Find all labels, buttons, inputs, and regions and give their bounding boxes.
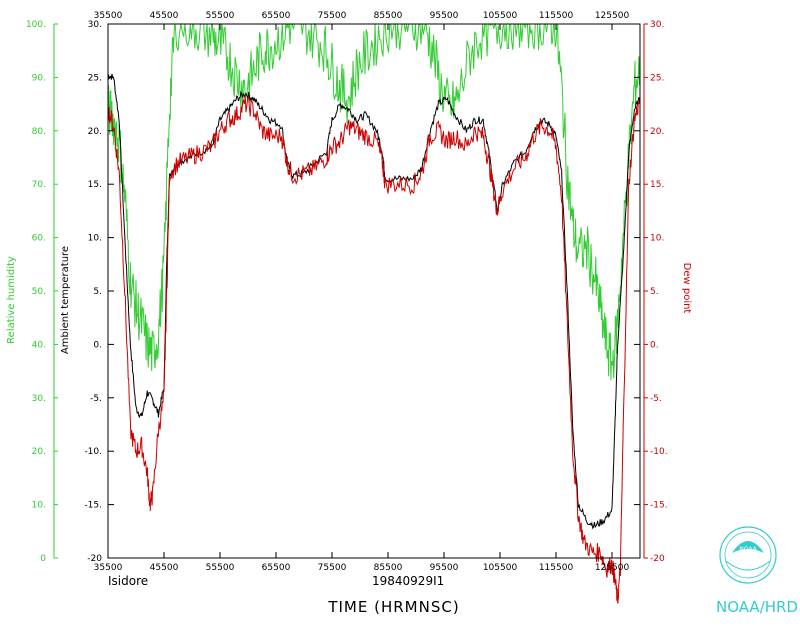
ticks-layer: 35500 35500 45500 45500 55500 55500 65500 65500… — [26, 11, 668, 573]
dewpoint-tick-label: 5. — [650, 287, 659, 297]
x-tick-label-bottom: 125500 — [595, 563, 630, 573]
temp-tick-label: 5. — [93, 287, 102, 297]
temperature-axis-label: Ambient temperature — [60, 246, 71, 354]
temp-tick-label: 0. — [93, 340, 102, 350]
x-tick-label-bottom: 45500 — [150, 563, 179, 573]
temp-tick-label: 10. — [88, 234, 102, 244]
series-line-33cc33 — [107, 22, 641, 381]
x-tick-label-top: 95500 — [430, 11, 459, 21]
logo-ring — [719, 526, 777, 584]
flight-id: 19840929I1 — [372, 574, 444, 588]
humidity-tick-label: 70. — [32, 180, 46, 190]
temp-tick-label: 15. — [88, 180, 102, 190]
x-tick-label-top: 65500 — [262, 11, 291, 21]
x-tick-label-bottom: 95500 — [430, 563, 459, 573]
dewpoint-tick-label: 20. — [650, 127, 664, 137]
x-tick-label-bottom: 55500 — [206, 563, 235, 573]
x-tick-label-bottom: 35500 — [94, 563, 123, 573]
series-line-cc0000 — [107, 95, 641, 604]
logo-wave — [725, 560, 771, 571]
humidity-tick-label: 50. — [32, 287, 46, 297]
humidity-tick-label: 40. — [32, 340, 46, 350]
series-layer — [107, 22, 641, 604]
temp-tick-label: -20 — [87, 554, 102, 564]
dewpoint-tick-label: 10. — [650, 234, 664, 244]
temp-tick-label: -15. — [84, 501, 102, 511]
temp-tick-label: 20. — [88, 127, 102, 137]
humidity-tick-label: 30. — [32, 394, 46, 404]
x-tick-label-bottom: 75500 — [318, 563, 347, 573]
humidity-tick-label: 20. — [32, 447, 46, 457]
x-tick-label-bottom: 65500 — [262, 563, 291, 573]
plot-frame — [107, 23, 641, 559]
x-tick-label-bottom: 85500 — [374, 563, 403, 573]
dewpoint-tick-label: 25. — [650, 73, 664, 83]
humidity-axis-label: Relative humidity — [6, 256, 17, 344]
humidity-tick-label: 90. — [32, 73, 46, 83]
dewpoint-tick-label: 0. — [650, 340, 659, 350]
noaa-logo: NOAA — [719, 526, 777, 584]
x-tick-label-top: 105500 — [483, 11, 518, 21]
x-tick-label-top: 125500 — [595, 11, 630, 21]
humidity-tick-label: 80. — [32, 127, 46, 137]
dewpoint-tick-label: -5. — [650, 394, 662, 404]
logo-text: NOAA — [739, 546, 757, 553]
humidity-tick-label: 100. — [26, 20, 46, 30]
dewpoint-axis-label: Dew point — [681, 263, 692, 314]
dewpoint-tick-label: -10. — [650, 447, 668, 457]
noaa-hrd-footer: NOAA/HRD — [716, 598, 798, 616]
x-tick-label-top: 35500 — [94, 11, 123, 21]
x-tick-label-top: 45500 — [150, 11, 179, 21]
dewpoint-tick-label: 30. — [650, 20, 664, 30]
humidity-tick-label: 10. — [32, 501, 46, 511]
x-tick-label-top: 75500 — [318, 11, 347, 21]
x-tick-label-bottom: 105500 — [483, 563, 518, 573]
logo-bird-shape — [732, 541, 764, 553]
x-tick-label-bottom: 115500 — [539, 563, 574, 573]
x-tick-label-top: 85500 — [374, 11, 403, 21]
storm-name: Isidore — [108, 574, 148, 588]
dewpoint-tick-label: -15. — [650, 501, 668, 511]
x-tick-label-top: 115500 — [539, 11, 574, 21]
temp-tick-label: 30. — [88, 20, 102, 30]
temp-tick-label: -10. — [84, 447, 102, 457]
x-axis-label: TIME (HRMNSC) — [327, 598, 459, 616]
dewpoint-tick-label: 15. — [650, 180, 664, 190]
temp-tick-label: -5. — [90, 394, 102, 404]
logo-inner-ring — [724, 531, 772, 579]
humidity-tick-label: 60. — [32, 234, 46, 244]
temp-tick-label: 25. — [88, 73, 102, 83]
humidity-tick-label: 0 — [40, 554, 46, 564]
dewpoint-tick-label: -20 — [650, 554, 665, 564]
x-tick-label-top: 55500 — [206, 11, 235, 21]
